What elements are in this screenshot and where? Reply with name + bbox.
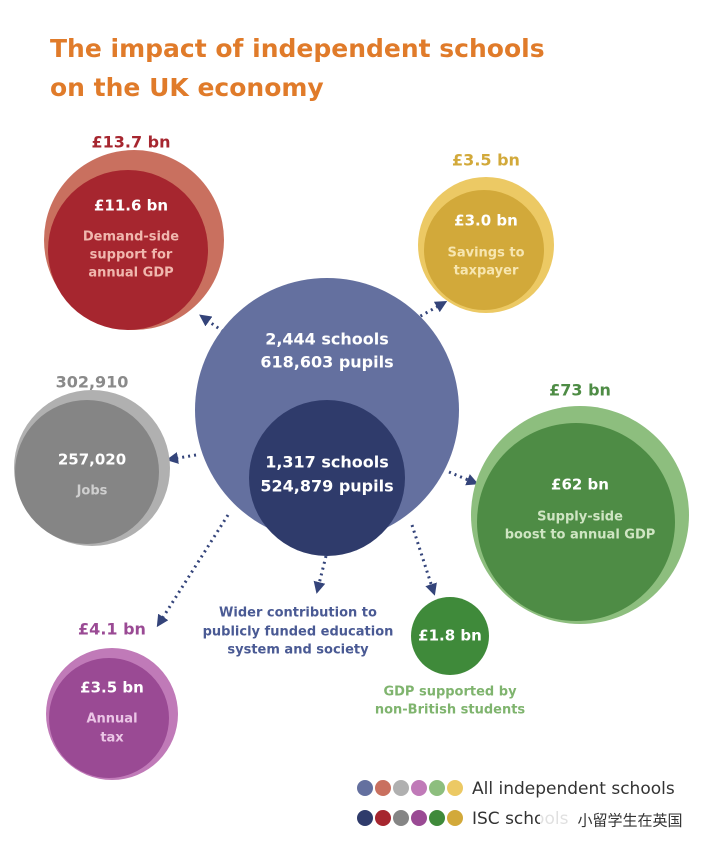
inner-value: £3.0 bn xyxy=(454,212,518,230)
label: tax xyxy=(100,731,124,746)
inner-value: £3.5 bn xyxy=(80,679,144,697)
outer-value: £13.7 bn xyxy=(91,133,170,152)
legend-swatches xyxy=(357,780,463,826)
label: Supply-side xyxy=(537,510,623,525)
inner-circle xyxy=(15,400,159,544)
label: boost to annual GDP xyxy=(505,528,656,543)
inner-circle xyxy=(48,170,208,330)
watermark-bg xyxy=(540,808,700,832)
inner-circle xyxy=(49,658,169,778)
outer-value: £4.1 bn xyxy=(78,620,146,639)
label: Annual xyxy=(86,712,137,727)
label: system and society xyxy=(227,643,369,658)
label: GDP supported by xyxy=(383,685,517,700)
label: publicly funded education xyxy=(203,625,394,640)
center-text: 618,603 pupils xyxy=(260,353,393,372)
inner-value: £11.6 bn xyxy=(94,197,168,215)
outer-value: £73 bn xyxy=(549,381,611,400)
inner-circle xyxy=(477,423,675,621)
center-text: 2,444 schools xyxy=(265,330,389,349)
inner-circle xyxy=(424,190,544,310)
watermark: 小留学生在英国 xyxy=(577,812,682,830)
circle xyxy=(411,597,489,675)
legend-label: All independent schools xyxy=(472,779,675,799)
inner-value: 257,020 xyxy=(58,451,126,469)
label: Wider contribution to xyxy=(219,606,377,621)
inner-circle xyxy=(249,400,405,556)
outer-value: £3.5 bn xyxy=(452,151,520,170)
label: taxpayer xyxy=(454,264,519,279)
label: support for xyxy=(90,248,173,263)
title: on the UK economy xyxy=(50,73,324,102)
label: annual GDP xyxy=(88,266,173,281)
label: Jobs xyxy=(76,484,108,499)
label: Demand-side xyxy=(83,230,179,245)
outer-value: 302,910 xyxy=(56,373,129,392)
label: Savings to xyxy=(447,246,524,261)
inner-value: £62 bn xyxy=(551,476,609,494)
label: non-British students xyxy=(375,703,526,718)
inner-value: £1.8 bn xyxy=(418,627,482,645)
center-text: 1,317 schools xyxy=(265,453,389,472)
title: The impact of independent schools xyxy=(50,34,545,63)
center-text: 524,879 pupils xyxy=(260,477,393,496)
